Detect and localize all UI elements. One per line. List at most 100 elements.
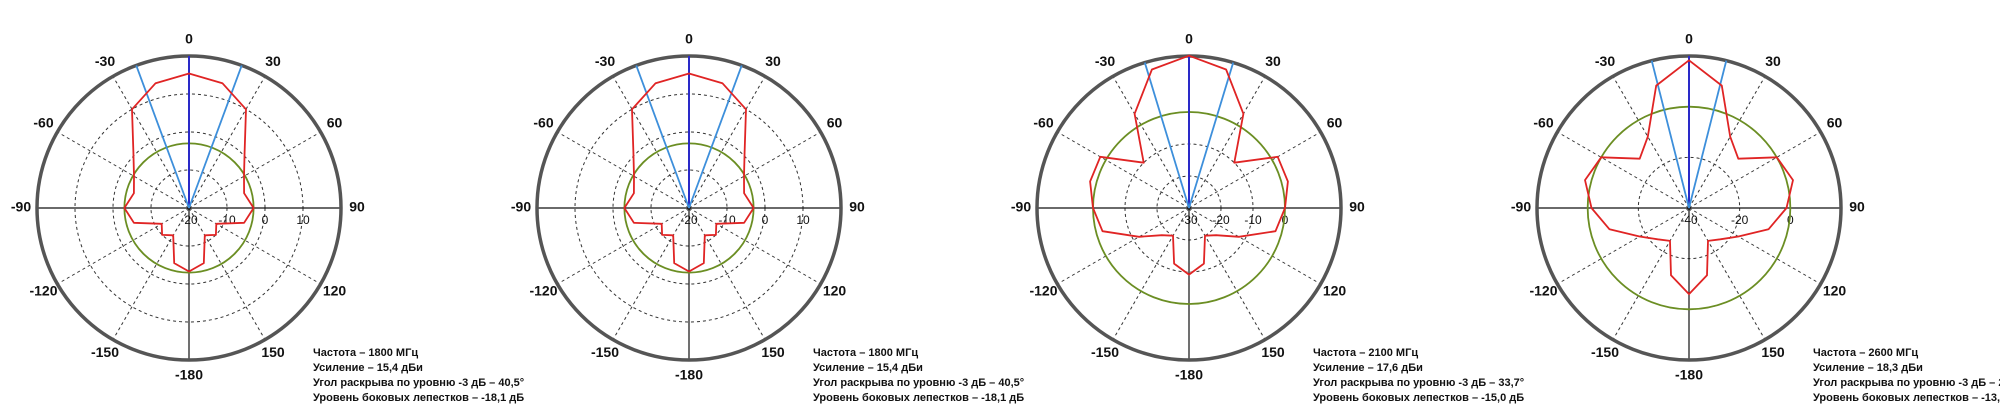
- spoke: [1057, 131, 1190, 209]
- annotation: Усиление – 17,6 дБи: [1313, 362, 1423, 374]
- angle-label: -30: [95, 53, 115, 69]
- spoke: [1188, 76, 1266, 209]
- angle-label: -120: [1029, 283, 1057, 299]
- annotation: Угол раскрыва по уровню -3 дБ – 40,5°: [813, 377, 1024, 389]
- angle-label: -30: [1595, 53, 1615, 69]
- spoke: [1688, 76, 1766, 209]
- r-tick-label: -20: [1731, 213, 1749, 227]
- beam-edge: [188, 65, 243, 209]
- annotation: Уровень боковых лепестков – -13,8 дБ: [1813, 392, 2000, 404]
- r-tick-label: 10: [796, 213, 810, 227]
- spoke: [112, 76, 190, 209]
- polar-chart: -20 -10 0 100306090120150-180-150-120-90-60…: [511, 31, 1024, 404]
- angle-label: 30: [765, 53, 781, 69]
- spoke: [557, 131, 690, 209]
- beam-edge: [1188, 62, 1235, 209]
- r-tick-label: 0: [262, 213, 269, 227]
- angle-label: 60: [327, 115, 343, 131]
- pattern: [623, 72, 755, 273]
- angle-label: 0: [1685, 31, 1693, 47]
- spoke: [612, 207, 690, 340]
- angle-label: -30: [1095, 53, 1115, 69]
- angle-label: -60: [1533, 115, 1553, 131]
- angle-label: 120: [1823, 283, 1847, 299]
- angle-label: 30: [1765, 53, 1781, 69]
- pattern: [1089, 54, 1289, 276]
- angle-label: 30: [1265, 53, 1281, 69]
- angle-label: 90: [1849, 199, 1865, 215]
- angle-label: -90: [511, 199, 531, 215]
- angle-label: -150: [1591, 344, 1619, 360]
- angle-label: 150: [1761, 344, 1785, 360]
- beam-edge: [635, 65, 690, 209]
- angle-label: 90: [349, 199, 365, 215]
- spoke: [1688, 207, 1821, 285]
- annotation: Частота – 2600 МГц: [1813, 347, 1918, 359]
- r-tick-label: -10: [1244, 213, 1262, 227]
- spoke: [688, 76, 766, 209]
- spoke: [1688, 207, 1766, 340]
- angle-label: -150: [1091, 344, 1119, 360]
- r-tick-label: 0: [1282, 213, 1289, 227]
- annotation: Частота – 2100 МГц: [1313, 347, 1418, 359]
- angle-label: 150: [261, 344, 285, 360]
- angle-label: 0: [685, 31, 693, 47]
- annotation: Усиление – 15,4 дБи: [313, 362, 423, 374]
- r-tick-label: 10: [296, 213, 310, 227]
- angle-label: 60: [1327, 115, 1343, 131]
- spoke: [1688, 131, 1821, 209]
- annotation: Угол раскрыва по уровню -3 дБ – 33,7°: [1313, 377, 1524, 389]
- spoke: [688, 207, 766, 340]
- beam-edge: [688, 65, 743, 209]
- polar-chart: -30 -20 -10 0 0 30 60 90 120 150 -180 -150 -120 -90 -6…: [1011, 31, 1524, 404]
- spoke: [1057, 207, 1190, 285]
- angle-label: -180: [1175, 367, 1203, 383]
- angle-label: -90: [1011, 199, 1031, 215]
- annotation: Частота – 1800 МГц: [813, 347, 918, 359]
- spoke: [1188, 207, 1321, 285]
- polar-chart: -40 -20 00306090120150-180-150-120-90-60-3…: [1511, 31, 2000, 404]
- r-tick-label: -10: [718, 213, 736, 227]
- annotation: Угол раскрыва по уровню -3 дБ – 40,5°: [313, 377, 524, 389]
- beam-edge: [135, 65, 190, 209]
- angle-label: 120: [1323, 283, 1347, 299]
- spoke: [188, 207, 266, 340]
- r-tick-label: 0: [762, 213, 769, 227]
- angle-label: 90: [849, 199, 865, 215]
- angle-label: 0: [185, 31, 193, 47]
- annotation: Уровень боковых лепестков – -18,1 дБ: [313, 392, 524, 404]
- pattern: [123, 72, 255, 273]
- annotation: Частота – 1800 МГц: [313, 347, 418, 359]
- r-tick-label: -10: [218, 213, 236, 227]
- angle-label: 90: [1349, 199, 1365, 215]
- spoke: [57, 207, 190, 285]
- spoke: [688, 131, 821, 209]
- angle-label: 120: [323, 283, 347, 299]
- spoke: [612, 76, 690, 209]
- spoke: [188, 76, 266, 209]
- angle-label: -180: [175, 367, 203, 383]
- angle-label: 30: [265, 53, 281, 69]
- angle-label: -120: [529, 283, 557, 299]
- spoke: [188, 131, 321, 209]
- angle-label: -150: [91, 344, 119, 360]
- angle-label: -120: [1529, 283, 1557, 299]
- spoke: [1112, 76, 1190, 209]
- angle-label: -90: [11, 199, 31, 215]
- spoke: [188, 207, 321, 285]
- angle-label: 150: [1261, 344, 1285, 360]
- spoke: [112, 207, 190, 340]
- spoke: [1612, 76, 1690, 209]
- annotation: Уровень боковых лепестков – -15,0 дБ: [1313, 392, 1524, 404]
- spoke: [1112, 207, 1190, 340]
- spoke: [557, 207, 690, 285]
- angle-label: 0: [1185, 31, 1193, 47]
- beam-edge: [1650, 60, 1690, 209]
- angle-label: -60: [1033, 115, 1053, 131]
- angle-label: -120: [29, 283, 57, 299]
- polar-chart: -20 -10 0 100306090120150-180-150-120-90-60…: [11, 31, 524, 404]
- pattern: [1584, 59, 1794, 295]
- beam-edge: [1143, 62, 1190, 209]
- spoke: [1188, 207, 1266, 340]
